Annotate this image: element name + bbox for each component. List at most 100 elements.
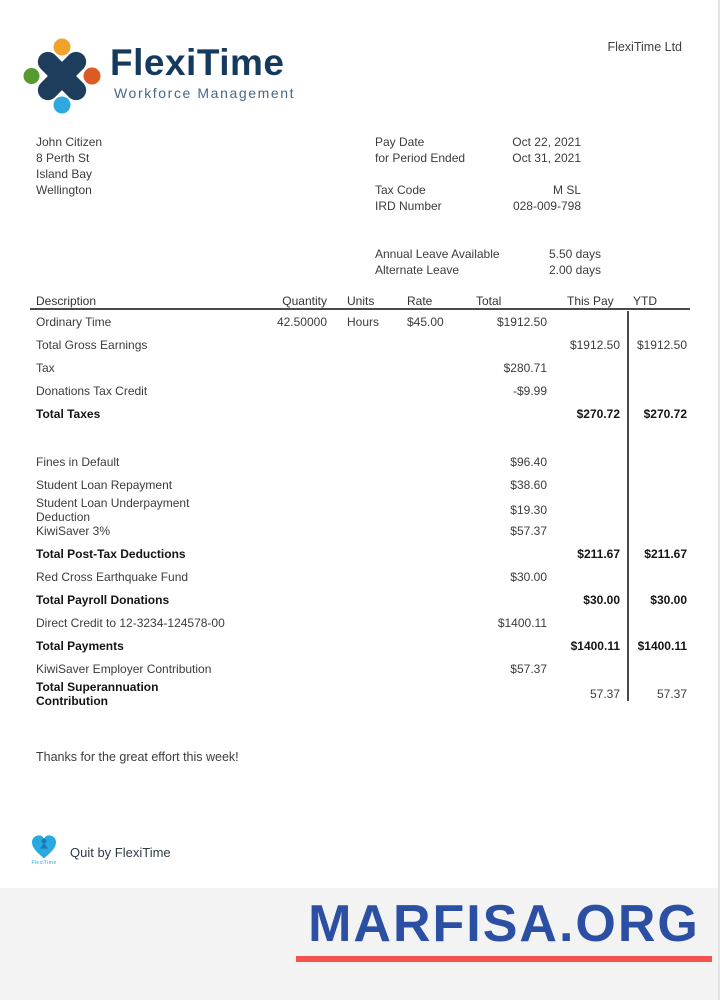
cell-total: $30.00	[510, 569, 547, 584]
cell-description: Red Cross Earthquake Fund	[36, 569, 189, 584]
cell-description: Total Superannuation Contribution	[36, 680, 159, 708]
table-row: Direct Credit to 12-3234-124578-00 $1400.…	[30, 611, 690, 634]
cell-this-pay: 57.37	[589, 687, 620, 701]
tax-code-label: Tax Code	[375, 183, 426, 197]
cell-ytd: $1400.11	[637, 638, 687, 653]
address-line: Wellington	[36, 183, 92, 197]
table-row: KiwiSaver 3% $57.37	[30, 519, 690, 542]
table-section-gap	[30, 425, 690, 450]
ird-number-label: IRD Number	[375, 199, 442, 213]
cell-total: $280.71	[503, 360, 547, 375]
built-by-block: FlexiTime Quit by FlexiTime	[28, 835, 171, 869]
employee-name: John Citizen	[36, 135, 103, 149]
address-line: 8 Perth St	[36, 151, 90, 165]
table-row: Tax $280.71	[30, 356, 690, 379]
cell-description: Total Post-Tax Deductions	[36, 546, 186, 561]
pay-date-row: Pay Date Oct 22, 2021	[375, 134, 581, 150]
header-quantity: Quantity	[282, 293, 327, 308]
cell-ytd: $211.67	[644, 546, 687, 561]
header-units: Units	[347, 293, 375, 308]
cell-this-pay: $1912.50	[569, 337, 620, 352]
cell-description: Total Gross Earnings	[36, 337, 148, 352]
cell-units: Hours	[347, 314, 380, 329]
ytd-column-divider	[627, 311, 629, 701]
cell-description: Ordinary Time	[36, 314, 112, 329]
cell-this-pay: $30.00	[583, 592, 620, 607]
cell-this-pay: $1400.11	[570, 638, 620, 653]
cell-ytd: $270.72	[643, 406, 687, 421]
cell-this-pay: $270.72	[576, 406, 620, 421]
table-row: Total Post-Tax Deductions $211.67 $211.67	[30, 542, 690, 565]
cell-total: -$9.99	[512, 383, 547, 398]
watermark-text: MARFISA.ORG	[308, 895, 700, 953]
ird-number-value: 028-009-798	[512, 199, 581, 213]
employee-address-block: John Citizen 8 Perth St Island Bay Welli…	[36, 134, 102, 198]
tax-code-row: Tax Code M SL	[375, 182, 581, 198]
built-by-label: Quit by FlexiTime	[70, 844, 171, 860]
table-row: Total Gross Earnings $1912.50 $1912.50	[30, 333, 690, 356]
table-row: Total Taxes $270.72 $270.72	[30, 402, 690, 425]
alternate-leave-value: 2.00 days	[548, 263, 601, 277]
table-row: Ordinary Time 42.50000 Hours $45.00 $1912.50	[30, 310, 690, 333]
flexitime-logo-icon	[23, 38, 101, 114]
table-row: Total Payroll Donations $30.00 $30.00	[30, 588, 690, 611]
cell-description: KiwiSaver Employer Contribution	[36, 661, 212, 676]
bottom-strip	[0, 888, 718, 1000]
header-ytd: YTD	[633, 293, 657, 308]
company-name: FlexiTime	[110, 42, 285, 83]
pay-table-header: Description Quantity Units Rate Total Th…	[30, 293, 690, 310]
cell-description: Tax	[36, 360, 55, 375]
cell-description: Direct Credit to 12-3234-124578-00	[36, 615, 225, 630]
tax-code-value: M SL	[552, 183, 581, 197]
pay-date-label: Pay Date	[375, 135, 425, 149]
mini-logo-label: FlexiTime	[31, 860, 57, 866]
table-row: KiwiSaver Employer Contribution $57.37	[30, 657, 690, 680]
cell-description: Student Loan Repayment	[36, 477, 173, 492]
cell-total: $1912.50	[496, 314, 547, 329]
table-row: Student Loan Underpayment Deduction $19.3…	[30, 496, 690, 524]
cell-this-pay: $211.67	[577, 546, 620, 561]
address-line: Island Bay	[36, 167, 93, 181]
cell-total: $57.37	[510, 661, 547, 676]
header-rate: Rate	[407, 293, 433, 308]
cell-total: $38.60	[510, 477, 547, 492]
header-description: Description	[36, 293, 97, 308]
table-row: Red Cross Earthquake Fund $30.00	[30, 565, 690, 588]
watermark-underline	[296, 956, 712, 963]
cell-description: Total Payments	[36, 638, 124, 653]
ird-number-row: IRD Number 028-009-798	[375, 198, 581, 214]
cell-total: $1400.11	[497, 615, 547, 630]
annual-leave-value: 5.50 days	[548, 247, 601, 261]
thanks-message: Thanks for the great effort this week!	[36, 750, 239, 764]
logo-text: FlexiTime Workforce Management	[110, 38, 295, 101]
cell-ytd: $30.00	[650, 592, 687, 607]
cell-total: $57.37	[510, 523, 547, 538]
table-row: Total Superannuation Contribution 57.37 57…	[30, 680, 690, 708]
cell-description: KiwiSaver 3%	[36, 523, 111, 538]
alternate-leave-row: Alternate Leave 2.00 days	[375, 262, 601, 278]
tax-info-block: Tax Code M SL IRD Number 028-009-798	[375, 182, 581, 214]
pay-date-value: Oct 22, 2021	[512, 135, 581, 149]
watermark: MARFISA.ORG	[296, 895, 712, 963]
cell-rate: $45.00	[407, 314, 444, 329]
cell-description: Total Taxes	[36, 406, 101, 421]
leave-info-block: Annual Leave Available 5.50 days Alterna…	[375, 246, 601, 278]
company-legal-name: FlexiTime Ltd	[607, 40, 682, 54]
header-total: Total	[476, 293, 502, 308]
annual-leave-label: Annual Leave Available	[375, 247, 500, 261]
annual-leave-row: Annual Leave Available 5.50 days	[375, 246, 601, 262]
pay-dates-block: Pay Date Oct 22, 2021 for Period Ended O…	[375, 134, 581, 166]
cell-description: Student Loan Underpayment Deduction	[36, 496, 190, 524]
cell-ytd: 57.37	[656, 687, 687, 701]
cell-description: Total Payroll Donations	[36, 592, 170, 607]
cell-total: $96.40	[510, 454, 547, 469]
table-row: Donations Tax Credit -$9.99	[30, 379, 690, 402]
company-logo: FlexiTime Workforce Management	[22, 38, 295, 114]
pay-table-body: Ordinary Time 42.50000 Hours $45.00 $1912.50…	[30, 310, 690, 709]
period-ended-row: for Period Ended Oct 31, 2021	[375, 150, 581, 166]
mini-flexitime-logo: FlexiTime	[28, 835, 60, 869]
table-row: Student Loan Repayment $38.60	[30, 473, 690, 496]
header-this-pay: This Pay	[567, 293, 614, 308]
cell-quantity: 42.50000	[276, 314, 327, 329]
